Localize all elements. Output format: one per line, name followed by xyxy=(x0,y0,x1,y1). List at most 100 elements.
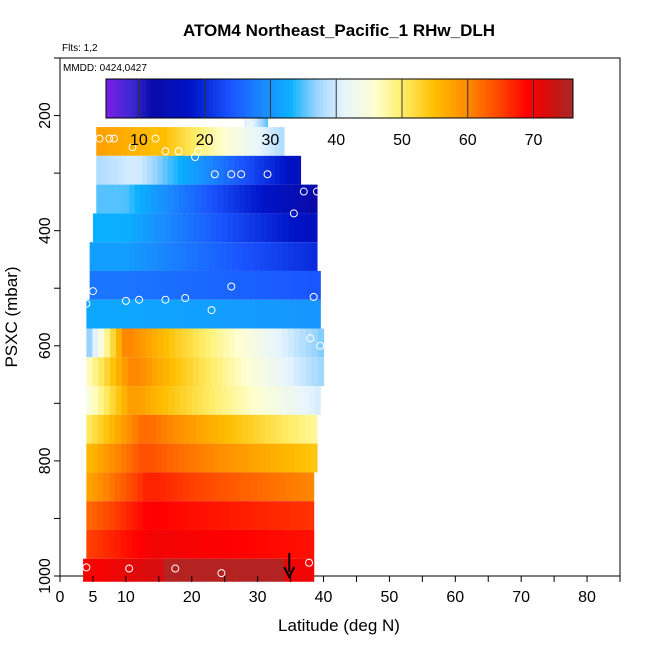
heat-cell xyxy=(238,213,245,243)
heat-cell xyxy=(245,501,252,530)
heat-cell xyxy=(234,357,242,387)
heat-cell xyxy=(284,558,292,582)
heat-cell xyxy=(273,529,281,559)
heat-cell xyxy=(307,558,315,582)
heat-cell xyxy=(222,529,230,559)
colorbar-tick-label: 10 xyxy=(130,132,148,149)
heat-cell xyxy=(209,558,217,582)
heat-cell xyxy=(259,155,266,185)
heat-cell xyxy=(86,414,93,444)
heat-cell xyxy=(228,501,235,530)
heat-cell xyxy=(192,558,199,582)
heat-cell xyxy=(104,213,111,243)
heat-cell xyxy=(156,386,163,415)
data-point xyxy=(121,296,130,305)
heat-cell xyxy=(300,184,307,214)
x-tick-label: 40 xyxy=(315,589,333,606)
heat-cell xyxy=(302,501,309,530)
heat-cell xyxy=(132,443,139,473)
colorbar-cell xyxy=(249,79,254,118)
heat-cell xyxy=(272,184,279,214)
colorbar-cell xyxy=(302,79,307,118)
heat-cell xyxy=(120,414,128,444)
heat-cell xyxy=(194,472,201,502)
heat-cell xyxy=(251,472,258,502)
heat-cell xyxy=(291,299,298,329)
colorbar-tick-label: 40 xyxy=(327,132,345,149)
colorbar-cell xyxy=(179,79,184,118)
heat-cell xyxy=(204,270,212,300)
heat-cell xyxy=(161,414,168,444)
heat-cell xyxy=(199,213,206,243)
heat-cell xyxy=(302,299,310,329)
colorbar-cell xyxy=(432,79,437,118)
colorbar-cell xyxy=(522,79,527,118)
heat-cell xyxy=(282,414,289,444)
colorbar-cell xyxy=(396,79,401,118)
colorbar-cell xyxy=(132,79,137,118)
heat-cell xyxy=(273,558,280,582)
heat-cell xyxy=(214,299,222,329)
heat-cell xyxy=(207,443,214,473)
heat-cell xyxy=(223,184,230,214)
colorbar-cell xyxy=(212,79,217,118)
colorbar-cell xyxy=(419,79,424,118)
heat-cell xyxy=(236,414,243,444)
heat-cell xyxy=(103,501,110,530)
colorbar-cell xyxy=(279,79,284,118)
heat-cell xyxy=(188,472,195,502)
heat-cell xyxy=(299,357,307,387)
heat-cell xyxy=(311,242,318,271)
heat-cell xyxy=(96,127,102,156)
heat-cell xyxy=(160,529,167,559)
heat-cell xyxy=(285,501,292,530)
heat-cell xyxy=(95,270,102,300)
heat-cell xyxy=(86,299,93,329)
colorbar-cell xyxy=(329,79,334,118)
heat-cell xyxy=(239,184,246,214)
heat-cell xyxy=(311,414,318,444)
heat-cell xyxy=(308,299,315,329)
heat-cell xyxy=(193,328,200,358)
heat-cell xyxy=(210,213,217,243)
heat-cell xyxy=(107,184,114,214)
data-point xyxy=(110,134,119,143)
heat-cell xyxy=(267,184,274,214)
heat-cell xyxy=(182,529,190,559)
heat-cell xyxy=(240,328,248,358)
heat-cell xyxy=(282,443,289,473)
heat-cell xyxy=(307,529,315,559)
colorbar-cell xyxy=(122,79,127,118)
heat-cell xyxy=(165,529,173,559)
heat-cell xyxy=(118,184,125,214)
heat-cell xyxy=(261,386,269,415)
heat-cell xyxy=(135,242,142,271)
heat-cell xyxy=(162,386,169,415)
y-axis-label: PSXC (mbar) xyxy=(2,266,21,367)
heat-cell xyxy=(179,386,187,415)
heat-cell xyxy=(197,242,204,271)
heat-cell xyxy=(137,472,144,502)
heat-cell xyxy=(269,127,276,156)
heat-cell xyxy=(256,529,264,559)
heat-cell xyxy=(162,155,169,185)
heat-cell xyxy=(311,357,319,387)
heat-cell xyxy=(186,558,194,582)
heat-cell xyxy=(86,357,93,387)
heat-cell xyxy=(111,558,119,582)
heat-cell xyxy=(217,472,224,502)
heat-cell xyxy=(250,386,257,415)
heat-cell xyxy=(103,472,110,502)
heat-cell xyxy=(290,472,298,502)
heat-cell xyxy=(213,414,220,444)
heat-cell xyxy=(274,270,281,300)
heat-cell xyxy=(214,242,221,271)
heat-cell xyxy=(163,357,170,387)
heat-cell xyxy=(162,299,169,329)
heat-cell xyxy=(232,213,240,243)
colorbar-cell xyxy=(259,79,264,118)
colorbar-cell xyxy=(276,79,280,118)
heat-cell xyxy=(291,386,298,415)
heat-cell xyxy=(302,472,309,502)
